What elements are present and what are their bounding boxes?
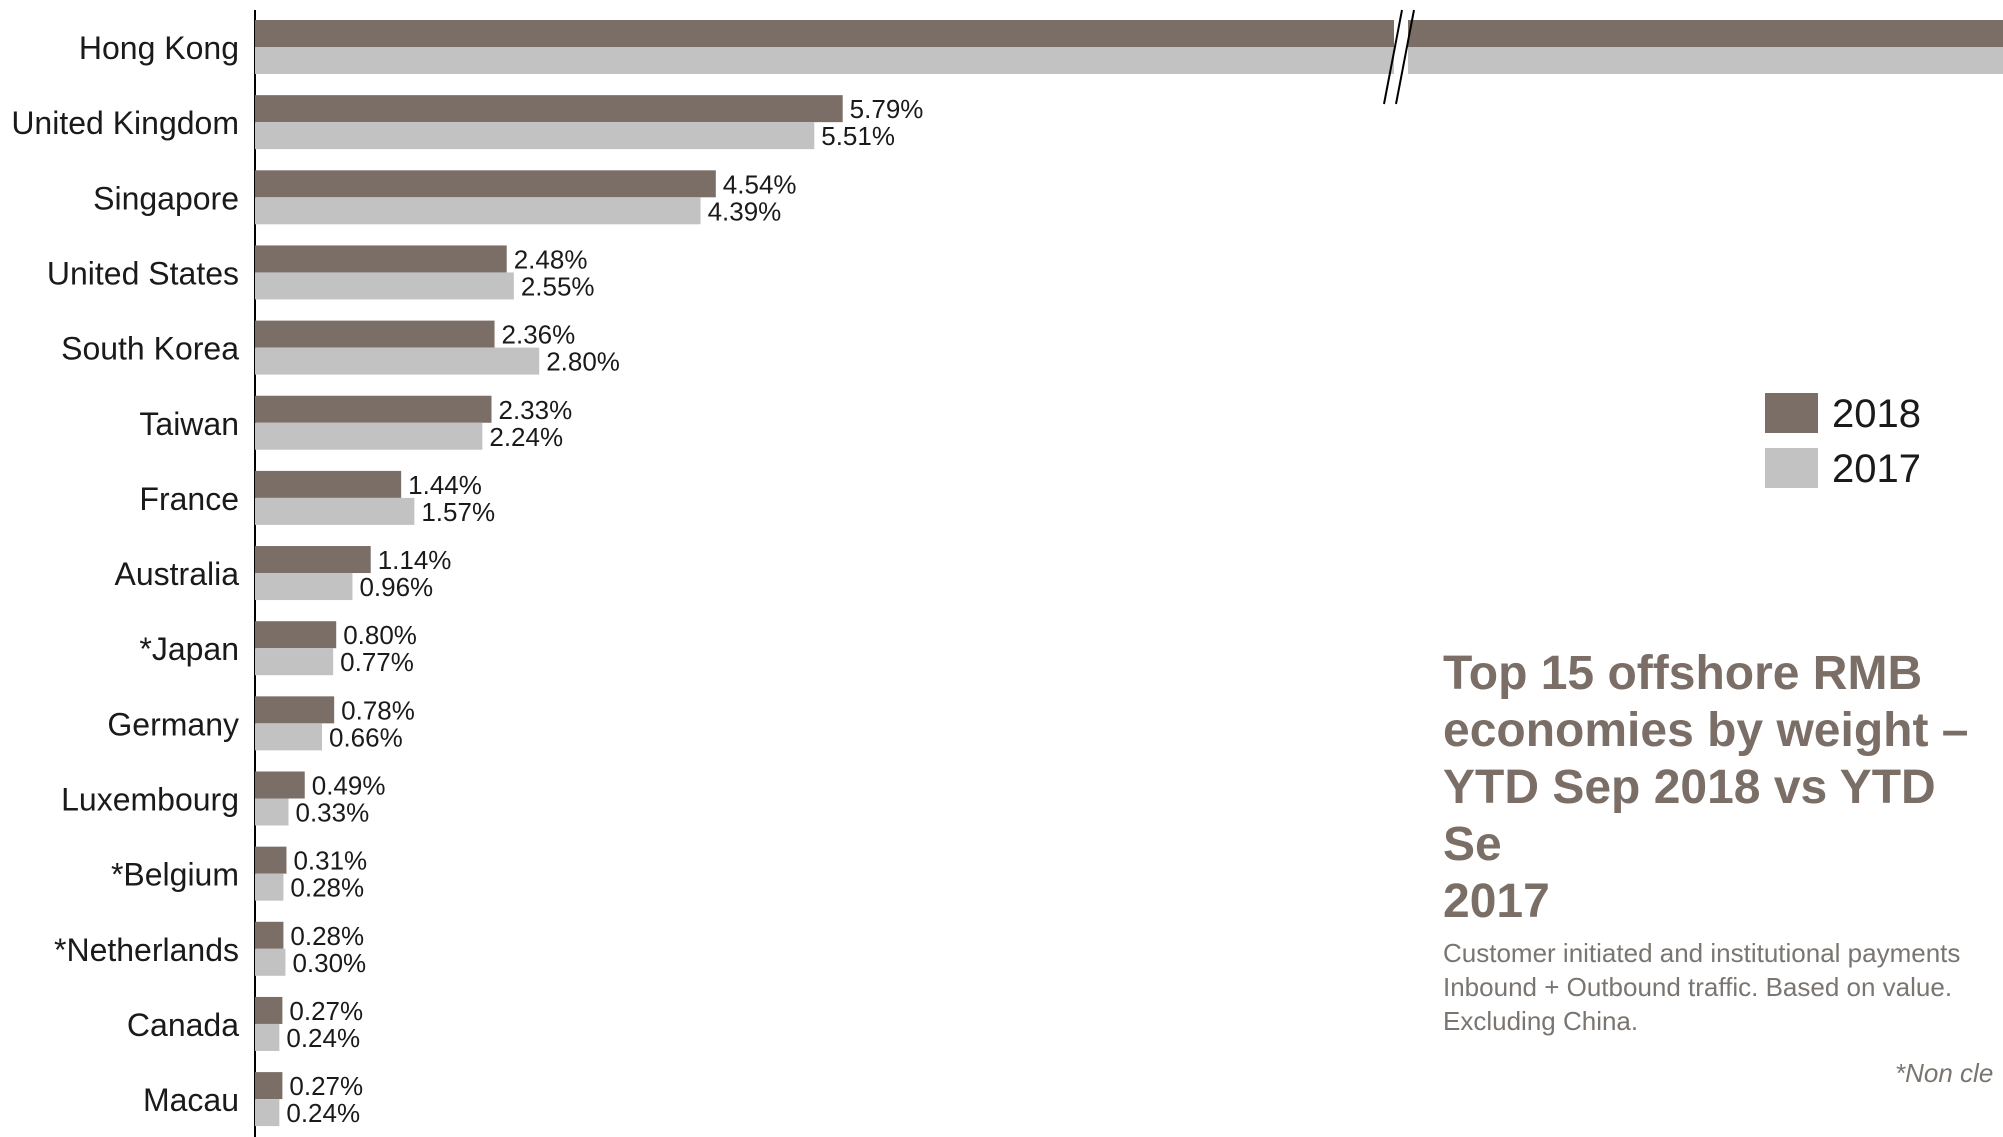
category-label: *Japan (139, 631, 239, 667)
bar-2018 (255, 696, 335, 724)
value-label: 0.66% (329, 722, 403, 752)
category-label: *Belgium (111, 857, 239, 893)
category-label: Australia (115, 556, 240, 592)
value-label: 0.24% (286, 1098, 360, 1128)
value-label: 0.28% (290, 921, 364, 951)
bar-2018 (255, 320, 495, 348)
category-label: France (139, 481, 239, 517)
value-label: 0.28% (290, 873, 364, 903)
bar-2017 (255, 47, 2003, 74)
value-label: 0.49% (312, 771, 386, 801)
value-label: 0.27% (289, 1071, 363, 1101)
bar-2017 (255, 497, 415, 525)
value-label: 2.33% (498, 395, 572, 425)
value-label: 0.33% (295, 798, 369, 828)
value-label: 4.54% (723, 169, 797, 199)
value-label: 5.79% (850, 94, 924, 124)
value-label: 1.14% (378, 545, 452, 575)
category-label: Taiwan (139, 406, 239, 442)
category-label: Luxembourg (61, 782, 239, 818)
value-label: 0.77% (340, 647, 414, 677)
bar-2017 (255, 948, 286, 976)
value-label: 2.48% (514, 244, 588, 274)
bar-2018 (255, 771, 305, 799)
bar-2017 (255, 573, 353, 601)
bar-2017 (255, 1023, 280, 1051)
value-label: 0.30% (292, 948, 366, 978)
legend-swatch-2017 (1765, 448, 1818, 488)
category-label: Germany (107, 706, 239, 742)
category-label: *Netherlands (54, 932, 239, 968)
bar-2018 (255, 95, 843, 123)
bar-2018 (255, 470, 402, 498)
category-label: Macau (143, 1082, 239, 1118)
bar-2017 (255, 122, 815, 150)
value-label: 2.55% (521, 271, 595, 301)
category-label: United States (47, 255, 239, 291)
bar-2018 (255, 621, 337, 649)
bar-2018 (255, 1072, 283, 1100)
chart-title: Top 15 offshore RMB economies by weight … (1443, 647, 1969, 928)
value-label: 1.57% (421, 497, 495, 527)
category-label: United Kingdom (11, 105, 239, 141)
bar-2017 (255, 197, 701, 225)
bar-2017 (255, 798, 289, 826)
legend: 2018 2017 (1765, 392, 1921, 491)
legend-swatch-2018 (1765, 393, 1818, 433)
value-label: 2.24% (489, 422, 563, 452)
bar-2017 (255, 873, 284, 901)
bar-2017 (255, 347, 540, 375)
value-label: 0.24% (286, 1023, 360, 1053)
value-label: 0.27% (289, 996, 363, 1026)
value-label: 0.31% (293, 846, 367, 876)
bar-2018 (255, 996, 283, 1024)
bar-2018 (255, 546, 371, 574)
legend-label: 2018 (1832, 392, 1921, 436)
category-label: Hong Kong (79, 30, 239, 66)
category-label: Singapore (93, 180, 239, 216)
bar-2017 (255, 723, 322, 751)
bar-2017 (255, 422, 483, 450)
value-label: 2.80% (546, 347, 620, 377)
value-label: 0.96% (359, 572, 433, 602)
bar-2017 (255, 648, 334, 676)
chart-subtitle: Customer initiated and institutional pay… (1443, 938, 1961, 1036)
value-label: 1.44% (408, 470, 482, 500)
value-label: 4.39% (708, 196, 782, 226)
axis-break-mark (1395, 9, 1415, 105)
value-label: 5.51% (821, 121, 895, 151)
bar-2018 (255, 395, 492, 423)
bar-2018 (255, 846, 287, 874)
legend-label: 2017 (1832, 447, 1921, 491)
value-label: 0.78% (341, 695, 415, 725)
bar-2018 (255, 170, 716, 198)
bar-2018 (255, 921, 284, 949)
bars-group: Hong Kong75.40%76.14%United Kingdom5.79%… (11, 9, 2003, 1128)
bar-2018 (255, 20, 2003, 47)
bar-2017 (255, 272, 514, 300)
chart-footnote: *Non cle (1895, 1058, 1994, 1088)
axis-break-mark (1383, 9, 1403, 105)
category-label: South Korea (61, 331, 239, 367)
bar-2018 (255, 245, 507, 273)
category-label: Canada (127, 1007, 239, 1043)
value-label: 2.36% (502, 320, 576, 350)
value-label: 0.80% (343, 620, 417, 650)
bar-2017 (255, 1099, 280, 1127)
